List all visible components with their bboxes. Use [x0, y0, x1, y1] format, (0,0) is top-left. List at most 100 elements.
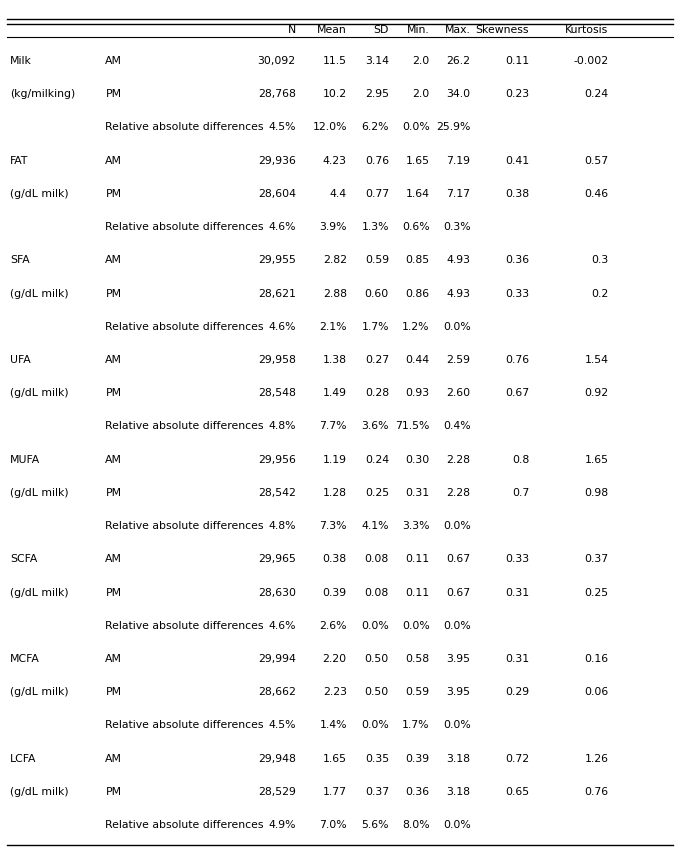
Text: 1.64: 1.64	[406, 189, 430, 199]
Text: 3.9%: 3.9%	[320, 222, 347, 232]
Text: 0.58: 0.58	[406, 654, 430, 664]
Text: 0.76: 0.76	[585, 787, 609, 797]
Text: (g/dL milk): (g/dL milk)	[10, 189, 69, 199]
Text: 0.86: 0.86	[406, 289, 430, 298]
Text: 34.0: 34.0	[447, 89, 471, 99]
Text: SCFA: SCFA	[10, 555, 37, 564]
Text: 12.0%: 12.0%	[312, 123, 347, 132]
Text: 29,958: 29,958	[258, 355, 296, 365]
Text: 0.0%: 0.0%	[402, 123, 430, 132]
Text: 0.0%: 0.0%	[361, 621, 389, 630]
Text: 4.9%: 4.9%	[269, 820, 296, 830]
Text: 1.7%: 1.7%	[403, 721, 430, 730]
Text: 28,542: 28,542	[258, 488, 296, 498]
Text: 0.06: 0.06	[584, 688, 609, 697]
Text: 2.28: 2.28	[447, 488, 471, 498]
Text: 29,965: 29,965	[258, 555, 296, 564]
Text: 29,994: 29,994	[258, 654, 296, 664]
Text: 2.82: 2.82	[323, 256, 347, 265]
Text: MCFA: MCFA	[10, 654, 40, 664]
Text: 1.2%: 1.2%	[403, 322, 430, 331]
Text: (g/dL milk): (g/dL milk)	[10, 289, 69, 298]
Text: 0.36: 0.36	[505, 256, 529, 265]
Text: 4.8%: 4.8%	[269, 521, 296, 531]
Text: 0.67: 0.67	[447, 555, 471, 564]
Text: 8.0%: 8.0%	[402, 820, 430, 830]
Text: 0.33: 0.33	[505, 555, 529, 564]
Text: 0.16: 0.16	[585, 654, 609, 664]
Text: 4.23: 4.23	[323, 156, 347, 165]
Text: 0.36: 0.36	[406, 787, 430, 797]
Text: 0.98: 0.98	[585, 488, 609, 498]
Text: 30,092: 30,092	[258, 56, 296, 66]
Text: AM: AM	[105, 754, 122, 763]
Text: LCFA: LCFA	[10, 754, 37, 763]
Text: 71.5%: 71.5%	[395, 422, 430, 431]
Text: (g/dL milk): (g/dL milk)	[10, 588, 69, 597]
Text: 0.39: 0.39	[406, 754, 430, 763]
Text: 3.6%: 3.6%	[362, 422, 389, 431]
Text: 0.08: 0.08	[364, 555, 389, 564]
Text: 0.29: 0.29	[505, 688, 529, 697]
Text: 1.65: 1.65	[323, 754, 347, 763]
Text: 26.2: 26.2	[447, 56, 471, 66]
Text: Milk: Milk	[10, 56, 32, 66]
Text: Relative absolute differences: Relative absolute differences	[105, 322, 264, 331]
Text: 1.28: 1.28	[323, 488, 347, 498]
Text: 7.3%: 7.3%	[320, 521, 347, 531]
Text: Relative absolute differences: Relative absolute differences	[105, 123, 264, 132]
Text: 4.6%: 4.6%	[269, 621, 296, 630]
Text: 0.27: 0.27	[365, 355, 389, 365]
Text: PM: PM	[105, 488, 122, 498]
Text: 2.6%: 2.6%	[320, 621, 347, 630]
Text: 0.0%: 0.0%	[443, 820, 471, 830]
Text: 4.1%: 4.1%	[362, 521, 389, 531]
Text: 0.25: 0.25	[365, 488, 389, 498]
Text: 0.0%: 0.0%	[443, 721, 471, 730]
Text: UFA: UFA	[10, 355, 31, 365]
Text: 4.5%: 4.5%	[269, 721, 296, 730]
Text: 2.59: 2.59	[447, 355, 471, 365]
Text: 1.3%: 1.3%	[362, 222, 389, 232]
Text: 0.23: 0.23	[505, 89, 529, 99]
Text: 4.93: 4.93	[447, 289, 471, 298]
Text: 2.88: 2.88	[323, 289, 347, 298]
Text: 5.6%: 5.6%	[362, 820, 389, 830]
Text: 3.95: 3.95	[447, 654, 471, 664]
Text: AM: AM	[105, 156, 122, 165]
Text: PM: PM	[105, 289, 122, 298]
Text: 2.1%: 2.1%	[320, 322, 347, 331]
Text: AM: AM	[105, 56, 122, 66]
Text: 0.38: 0.38	[505, 189, 529, 199]
Text: 0.37: 0.37	[585, 555, 609, 564]
Text: Relative absolute differences: Relative absolute differences	[105, 222, 264, 232]
Text: 29,948: 29,948	[258, 754, 296, 763]
Text: 1.54: 1.54	[585, 355, 609, 365]
Text: 0.24: 0.24	[585, 89, 609, 99]
Text: 0.0%: 0.0%	[443, 521, 471, 531]
Text: 0.11: 0.11	[406, 588, 430, 597]
Text: PM: PM	[105, 89, 122, 99]
Text: 1.38: 1.38	[323, 355, 347, 365]
Text: 0.44: 0.44	[406, 355, 430, 365]
Text: 0.67: 0.67	[505, 389, 529, 398]
Text: 1.26: 1.26	[585, 754, 609, 763]
Text: 0.41: 0.41	[505, 156, 529, 165]
Text: 29,956: 29,956	[258, 455, 296, 464]
Text: 4.8%: 4.8%	[269, 422, 296, 431]
Text: 0.0%: 0.0%	[443, 621, 471, 630]
Text: AM: AM	[105, 654, 122, 664]
Text: Mean: Mean	[317, 25, 347, 35]
Text: 0.3: 0.3	[592, 256, 609, 265]
Text: 0.08: 0.08	[364, 588, 389, 597]
Text: 28,621: 28,621	[258, 289, 296, 298]
Text: 3.18: 3.18	[447, 787, 471, 797]
Text: Max.: Max.	[445, 25, 471, 35]
Text: Relative absolute differences: Relative absolute differences	[105, 422, 264, 431]
Text: -0.002: -0.002	[573, 56, 609, 66]
Text: 0.65: 0.65	[505, 787, 529, 797]
Text: 0.93: 0.93	[406, 389, 430, 398]
Text: PM: PM	[105, 588, 122, 597]
Text: Relative absolute differences: Relative absolute differences	[105, 721, 264, 730]
Text: AM: AM	[105, 355, 122, 365]
